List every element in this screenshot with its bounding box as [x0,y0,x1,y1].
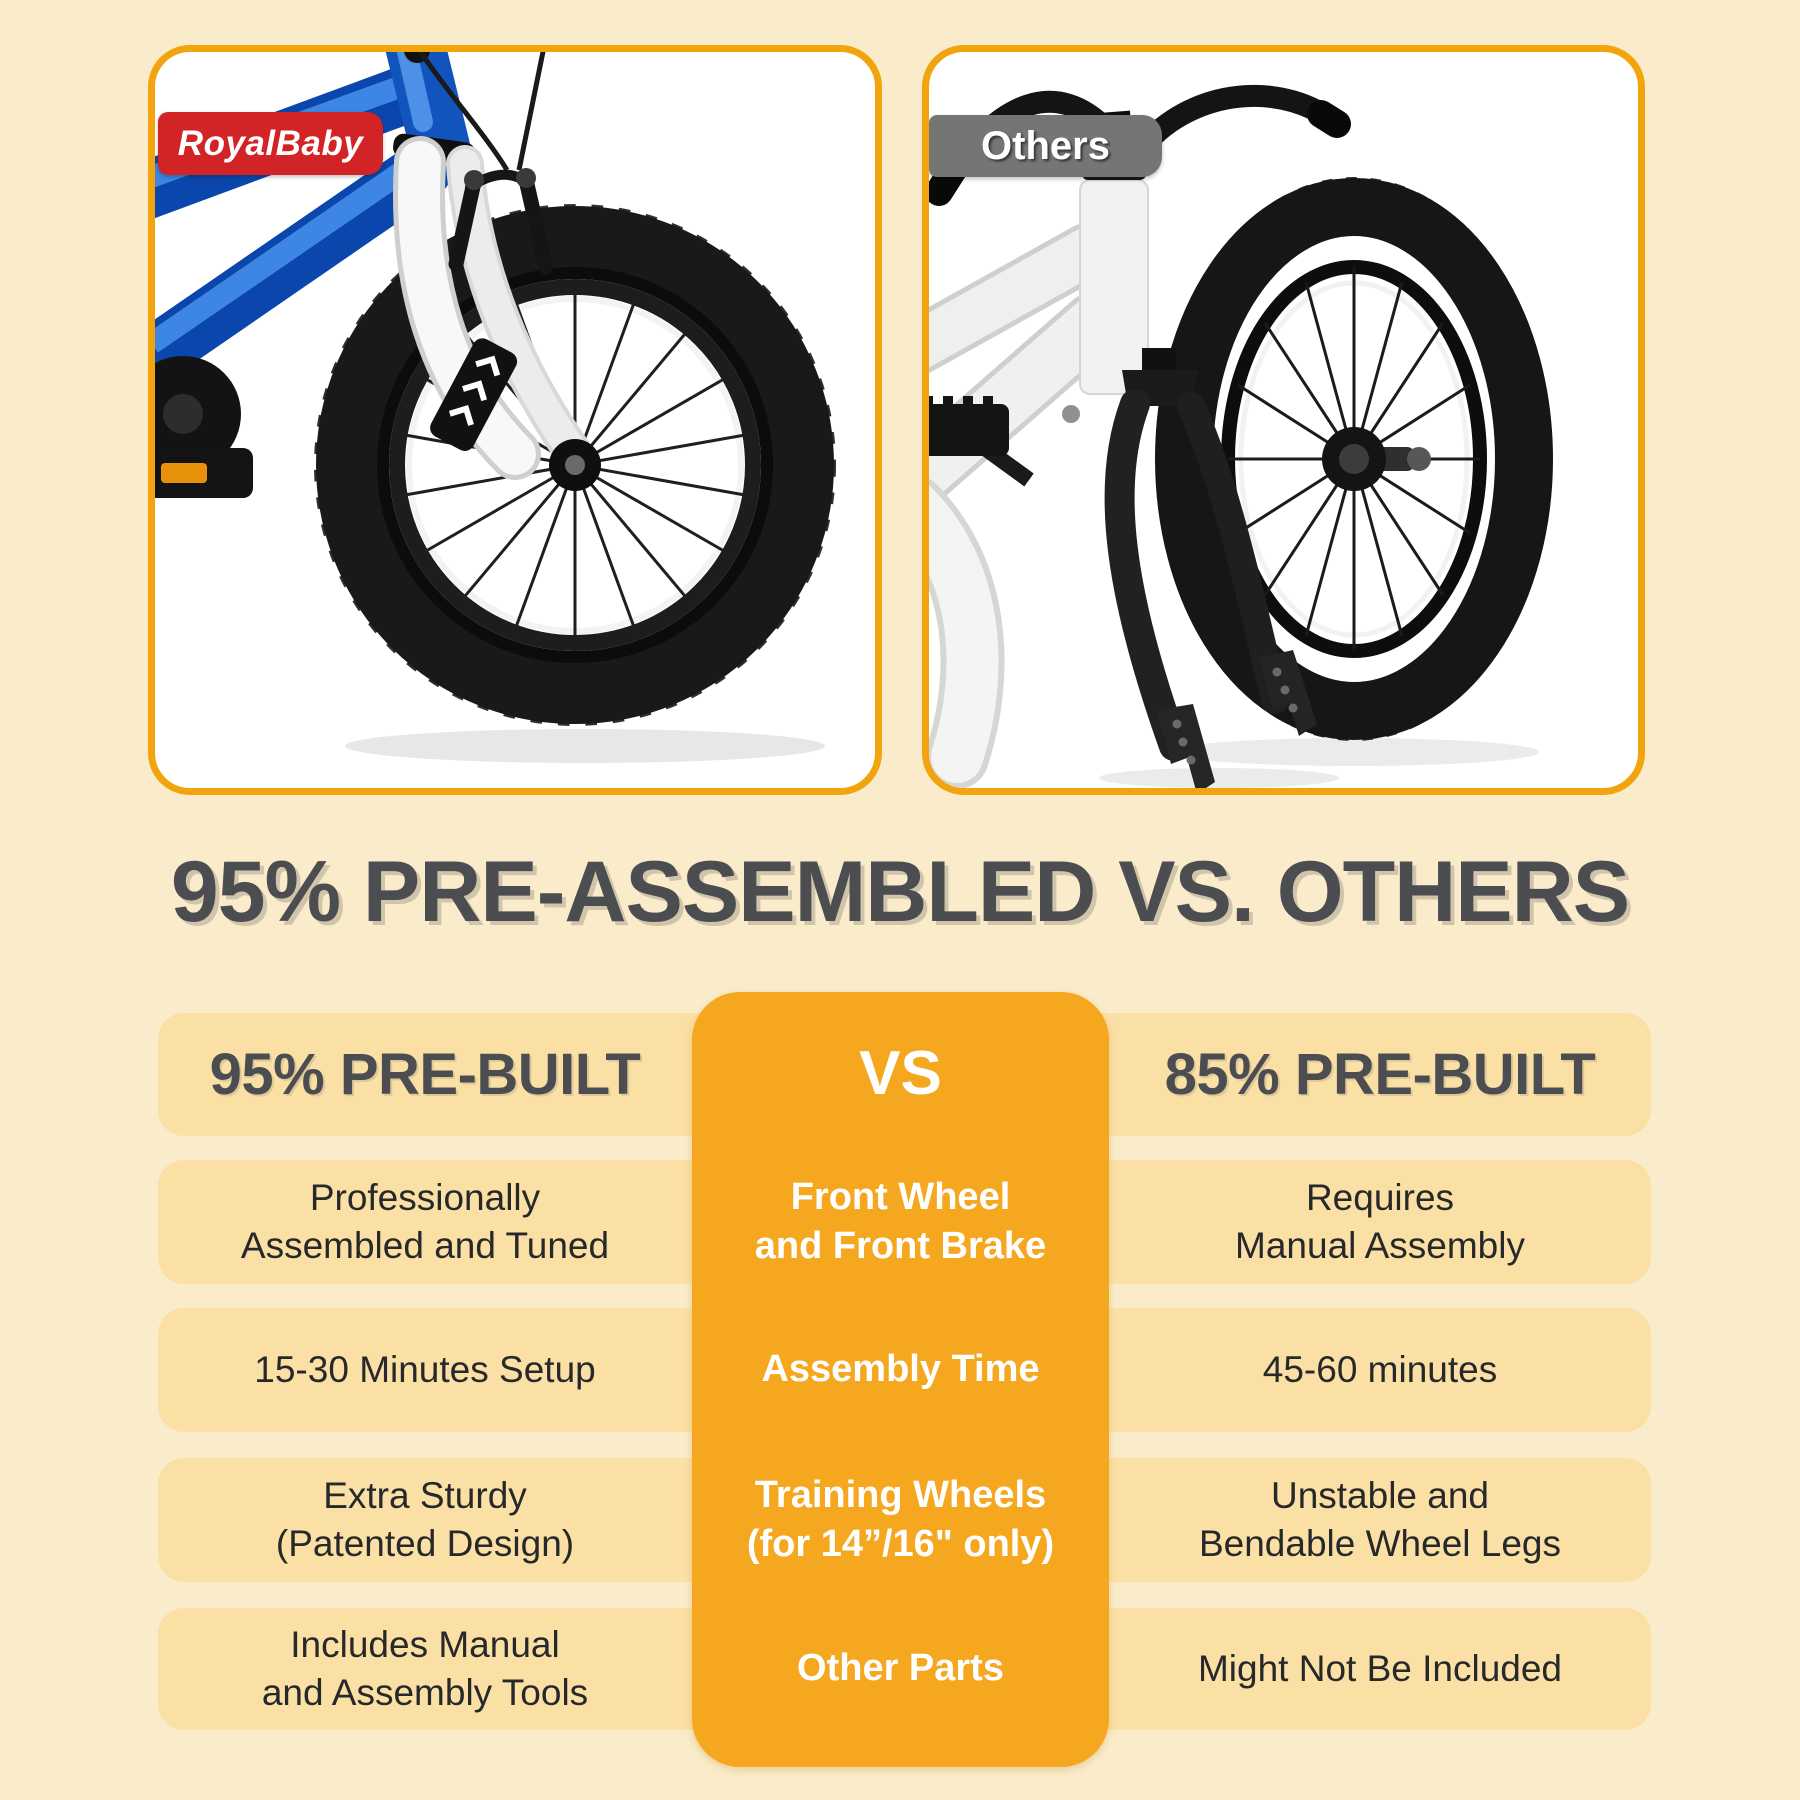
center-cell-row-3: Training Wheels (for 14”/16" only) [746,1473,1055,1565]
others-brand-badge: Others [929,115,1162,177]
front-brake [448,168,554,275]
center-cell-row-1: Front Wheel and Front Brake [754,1175,1047,1267]
fork-dropout-right [1259,650,1317,736]
right-cell-row-2: 45-60 minutes [1262,1348,1498,1390]
others-bike-illustration [929,84,1553,788]
left-cell-row-2: 15-30 Minutes Setup [254,1348,596,1390]
royalbaby-brand-badge: RoyalBaby [158,112,383,175]
left-cell-row-1: Professionally Assembled and Tuned [240,1176,610,1266]
others-photo-frame: Others [922,45,1645,795]
assembled-front-wheel [314,204,836,726]
center-cell-row-2: Assembly Time [761,1348,1040,1391]
pedal-reflector [161,463,207,483]
others-badge-label: Others [981,123,1110,168]
right-cell-row-1: Requires Manual Assembly [1235,1176,1525,1266]
right-column-header: 85% PRE-BUILT [1164,1041,1596,1107]
left-cell-row-4: Includes Manual and Assembly Tools [261,1623,589,1713]
fork-decal [430,338,518,451]
left-cell-row-3: Extra Sturdy (Patented Design) [275,1474,575,1564]
detached-front-wheel [1155,177,1553,741]
frame-bolt [1062,405,1080,423]
left-column-header: 95% PRE-BUILT [209,1041,641,1107]
pedal [929,396,1034,487]
vs-center-column: VS Front Wheel and Front Brake Assembly … [692,992,1109,1767]
white-frame-tubes [929,223,1126,788]
fork-dropout-left [1157,704,1215,788]
brake-cables [417,52,546,172]
comparison-table: 95% PRE-BUILT Professionally Assembled a… [158,992,1651,1767]
center-cell-row-4: Other Parts [797,1647,1004,1690]
hub-axle [1322,427,1431,491]
right-cell-row-4: Might Not Be Included [1197,1647,1563,1689]
detached-fork [1104,348,1317,788]
vs-header: VS [859,1039,942,1109]
wheel-shadow [345,729,825,763]
front-hub [549,439,601,491]
wheel-shadow [1169,738,1539,766]
royalbaby-badge-label: RoyalBaby [177,123,364,163]
royalbaby-photo-frame: RoyalBaby [148,45,882,795]
page-title: 95% PRE-ASSEMBLED VS. OTHERS [170,844,1630,940]
crank-and-pedal [155,356,253,498]
fork-shadow [1099,768,1339,788]
right-cell-row-3: Unstable and Bendable Wheel Legs [1198,1474,1562,1564]
